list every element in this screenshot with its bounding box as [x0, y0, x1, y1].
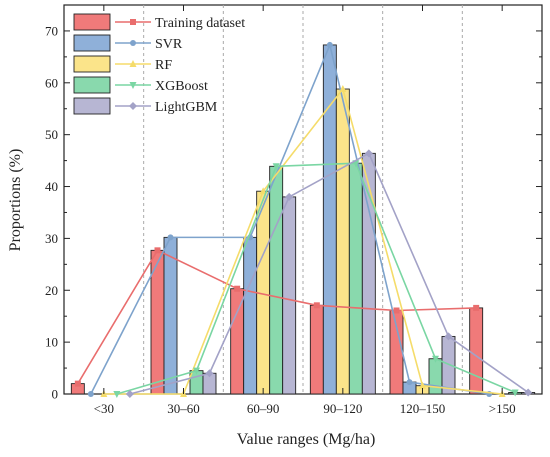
bar: [309, 304, 324, 395]
legend-swatch: [73, 13, 111, 31]
line-marker: [129, 102, 137, 110]
bar: [348, 162, 363, 395]
x-tick-label: >150: [489, 401, 516, 416]
y-tick-label: 50: [45, 127, 58, 142]
line-marker: [234, 285, 241, 292]
x-tick-label: 60–90: [247, 401, 280, 416]
line-marker: [406, 379, 413, 386]
line-marker: [129, 60, 137, 67]
y-axis-title: Proportions (%): [7, 149, 24, 252]
legend-label: Training dataset: [155, 16, 245, 31]
series-line: [103, 88, 503, 395]
series-line: [129, 152, 529, 395]
line-marker: [129, 82, 137, 89]
x-axis-title: Value ranges (Mg/ha): [237, 431, 376, 448]
series-line: [116, 162, 516, 395]
line-marker: [419, 381, 426, 389]
line-marker: [130, 19, 136, 25]
legend-swatch: [73, 76, 111, 94]
line-marker: [313, 302, 320, 309]
bar: [389, 310, 404, 395]
bar: [469, 307, 484, 395]
line-marker: [125, 390, 134, 398]
line-marker: [473, 304, 480, 311]
series-lines: [74, 41, 533, 398]
legend-swatch: [73, 97, 111, 115]
line-marker: [364, 149, 373, 158]
line-marker: [87, 391, 94, 397]
legend-swatch: [73, 34, 111, 52]
legend-swatch: [73, 55, 111, 73]
series-line: [77, 249, 477, 385]
y-tick-label: 70: [45, 23, 58, 38]
line-marker: [167, 234, 174, 241]
x-tick-label: 90–120: [323, 401, 362, 416]
line-marker: [393, 307, 400, 314]
line-marker: [205, 369, 214, 378]
line-marker: [272, 163, 280, 171]
bar: [428, 358, 443, 395]
line-marker: [154, 247, 161, 254]
line-marker: [113, 391, 121, 398]
y-tick-label: 30: [45, 231, 58, 246]
bar: [230, 288, 245, 395]
line-marker: [259, 187, 267, 195]
legend: Training dataset SVR RF XGBoost LightGBM: [73, 13, 245, 115]
line-marker: [130, 40, 136, 46]
bar: [243, 236, 258, 395]
plot-area: 0 10 20 30 40 50 60 70 <30 30–60 60–90 90–120 120–1…: [45, 4, 543, 416]
line-marker: [511, 389, 519, 397]
bar: [282, 196, 297, 395]
x-tick-label: 120–150: [400, 401, 446, 416]
bar: [335, 88, 350, 395]
y-tick-label: 40: [45, 179, 58, 194]
line-marker: [444, 332, 453, 341]
legend-label: LightGBM: [155, 100, 218, 115]
line-marker: [339, 85, 347, 93]
legend-label: SVR: [155, 37, 183, 52]
legend-label: XGBoost: [155, 79, 208, 94]
bar: [163, 236, 178, 395]
bar: [441, 335, 456, 395]
line-marker: [285, 192, 294, 201]
line-marker: [326, 41, 333, 48]
bar: [269, 165, 284, 395]
y-tick-label: 0: [52, 387, 59, 402]
x-tick-label: 30–60: [167, 401, 200, 416]
y-tick-label: 20: [45, 283, 58, 298]
x-axis: <30 30–60 60–90 90–120 120–150 >150: [94, 5, 516, 416]
y-tick-label: 10: [45, 335, 58, 350]
legend-label: RF: [155, 58, 172, 73]
line-marker: [193, 367, 200, 375]
line-marker: [432, 355, 439, 363]
line-marker: [74, 380, 81, 387]
line-marker: [524, 388, 533, 397]
y-axis: 0 10 20 30 40 50 60 70: [45, 4, 542, 402]
x-tick-label: <30: [94, 401, 114, 416]
bar: [322, 44, 337, 395]
grid-lines: [143, 5, 463, 394]
y-tick-label: 60: [45, 75, 58, 90]
